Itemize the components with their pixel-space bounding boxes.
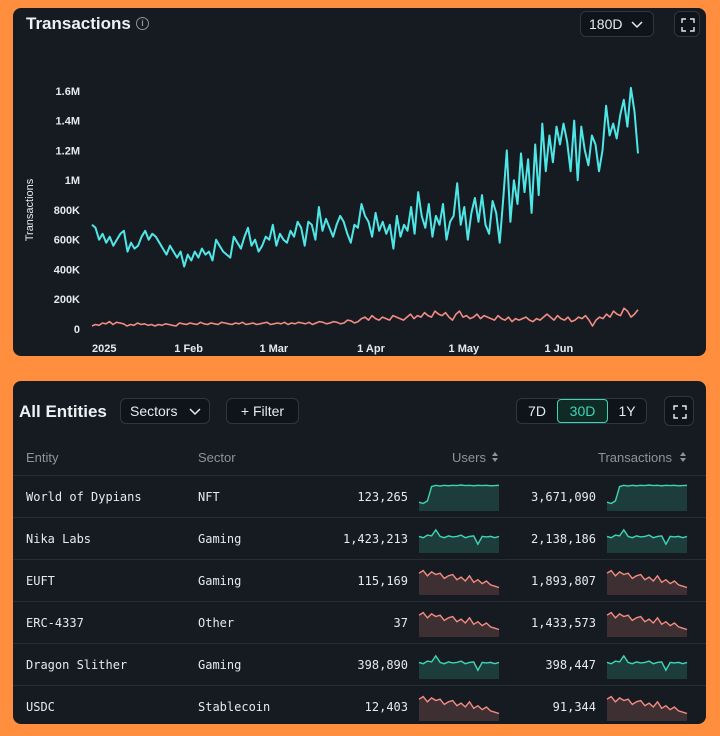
transactions-sparkline bbox=[606, 695, 688, 721]
table-row[interactable]: EUFT Gaming 115,169 1,893,807 bbox=[13, 559, 706, 602]
users-value: 1,423,213 bbox=[342, 532, 408, 546]
transactions-sparkline bbox=[606, 569, 688, 595]
users-value: 398,890 bbox=[357, 658, 408, 672]
sector-name: NFT bbox=[198, 490, 220, 504]
sector-name: Gaming bbox=[198, 658, 242, 672]
chart-title: Transactions bbox=[26, 14, 131, 33]
transactions-sparkline bbox=[606, 528, 688, 553]
table-row[interactable]: USDC Stablecoin 12,403 91,344 bbox=[13, 685, 706, 724]
users-sparkline bbox=[418, 654, 500, 679]
x-tick-label: 1 May bbox=[449, 343, 480, 355]
y-tick-label: 1M bbox=[65, 175, 80, 187]
expand-icon bbox=[673, 405, 687, 419]
table-row[interactable]: ERC-4337 Other 37 1,433,573 bbox=[13, 601, 706, 644]
entity-name: Nika Labs bbox=[26, 532, 92, 546]
filter-button[interactable]: + Filter bbox=[226, 398, 299, 424]
y-tick-label: 600K bbox=[54, 235, 80, 247]
range-1y[interactable]: 1Y bbox=[618, 403, 636, 419]
range-30d[interactable]: 30D bbox=[557, 399, 608, 423]
transactions-value: 1,893,807 bbox=[530, 574, 596, 588]
transactions-value: 2,138,186 bbox=[530, 532, 596, 546]
users-value: 123,265 bbox=[357, 490, 408, 504]
y-tick-label: 200K bbox=[54, 294, 80, 306]
chevron-down-icon bbox=[189, 408, 201, 416]
entity-name: Dragon Slither bbox=[26, 658, 128, 672]
col-sector[interactable]: Sector bbox=[198, 450, 236, 465]
transactions-sparkline bbox=[606, 654, 688, 679]
entity-name: ERC-4337 bbox=[26, 616, 84, 630]
transactions-sparkline bbox=[606, 484, 688, 511]
series-line-1 bbox=[91, 86, 639, 268]
x-tick-label: 1 Apr bbox=[357, 343, 385, 355]
y-tick-label: 400K bbox=[54, 264, 80, 276]
entities-table-panel: All Entities Sectors + Filter 7D 30D 1Y … bbox=[13, 381, 706, 724]
entity-name: USDC bbox=[26, 700, 55, 714]
y-tick-label: 0 bbox=[74, 324, 80, 336]
y-tick-label: 1.4M bbox=[56, 116, 80, 128]
transactions-line-chart: Transactions 0 200K 400K 600K 800K 1M 1.2M 1.4M… bbox=[24, 86, 639, 355]
filter-label: + Filter bbox=[240, 403, 285, 419]
x-tick-label: 1 Feb bbox=[174, 343, 203, 355]
y-tick-label: 800K bbox=[54, 205, 80, 217]
users-value: 12,403 bbox=[364, 700, 408, 714]
col-users[interactable]: Users bbox=[452, 450, 486, 465]
users-value: 115,169 bbox=[357, 574, 408, 588]
sectors-label: Sectors bbox=[130, 403, 178, 419]
y-axis-ticks: 0 200K 400K 600K 800K 1M 1.2M 1.4M 1.6M bbox=[54, 86, 80, 336]
users-sparkline bbox=[418, 611, 500, 637]
x-tick-label: 2025 bbox=[92, 343, 116, 355]
sectors-dropdown[interactable]: Sectors bbox=[120, 398, 210, 424]
table-row[interactable]: Dragon Slither Gaming 398,890 398,447 bbox=[13, 643, 706, 686]
range-7d[interactable]: 7D bbox=[528, 403, 546, 419]
expand-icon bbox=[681, 18, 695, 32]
entity-name: World of Dypians bbox=[26, 490, 142, 504]
range-select-value: 180D bbox=[589, 16, 623, 32]
y-tick-label: 1.2M bbox=[56, 145, 80, 157]
chevron-down-icon bbox=[631, 21, 643, 29]
chart-series bbox=[91, 86, 639, 327]
sector-name: Stablecoin bbox=[198, 700, 271, 714]
transactions-value: 3,671,090 bbox=[530, 490, 596, 504]
sector-name: Gaming bbox=[198, 574, 242, 588]
x-axis-ticks: 2025 1 Feb 1 Mar 1 Apr 1 May 1 Jun bbox=[92, 343, 573, 355]
fullscreen-button[interactable] bbox=[674, 11, 700, 37]
table-title: All Entities bbox=[19, 402, 107, 421]
table-fullscreen-button[interactable] bbox=[664, 396, 694, 426]
transactions-chart-panel: Transactions i 180D Transactions 0 200K 40… bbox=[13, 8, 706, 356]
table-row[interactable]: Nika Labs Gaming 1,423,213 2,138,186 bbox=[13, 517, 706, 560]
series-line-2 bbox=[91, 307, 639, 327]
transactions-sparkline bbox=[606, 611, 688, 637]
sort-icon[interactable] bbox=[679, 451, 687, 463]
sort-icon[interactable] bbox=[491, 451, 499, 463]
info-icon[interactable]: i bbox=[136, 17, 149, 30]
transactions-value: 91,344 bbox=[552, 700, 596, 714]
users-sparkline bbox=[418, 484, 500, 511]
users-sparkline bbox=[418, 695, 500, 721]
col-transactions[interactable]: Transactions bbox=[598, 450, 672, 465]
users-sparkline bbox=[418, 528, 500, 553]
transactions-value: 398,447 bbox=[545, 658, 596, 672]
users-value: 37 bbox=[393, 616, 408, 630]
y-axis-label: Transactions bbox=[24, 178, 36, 241]
table-row[interactable]: World of Dypians NFT 123,265 3,671,090 bbox=[13, 475, 706, 518]
y-tick-label: 1.6M bbox=[56, 86, 80, 98]
range-select[interactable]: 180D bbox=[580, 11, 654, 37]
sector-name: Other bbox=[198, 616, 235, 630]
col-entity[interactable]: Entity bbox=[26, 450, 59, 465]
sector-name: Gaming bbox=[198, 532, 242, 546]
x-tick-label: 1 Mar bbox=[259, 343, 288, 355]
transactions-value: 1,433,573 bbox=[530, 616, 596, 630]
x-tick-label: 1 Jun bbox=[544, 343, 573, 355]
users-sparkline bbox=[418, 569, 500, 595]
entity-name: EUFT bbox=[26, 574, 55, 588]
